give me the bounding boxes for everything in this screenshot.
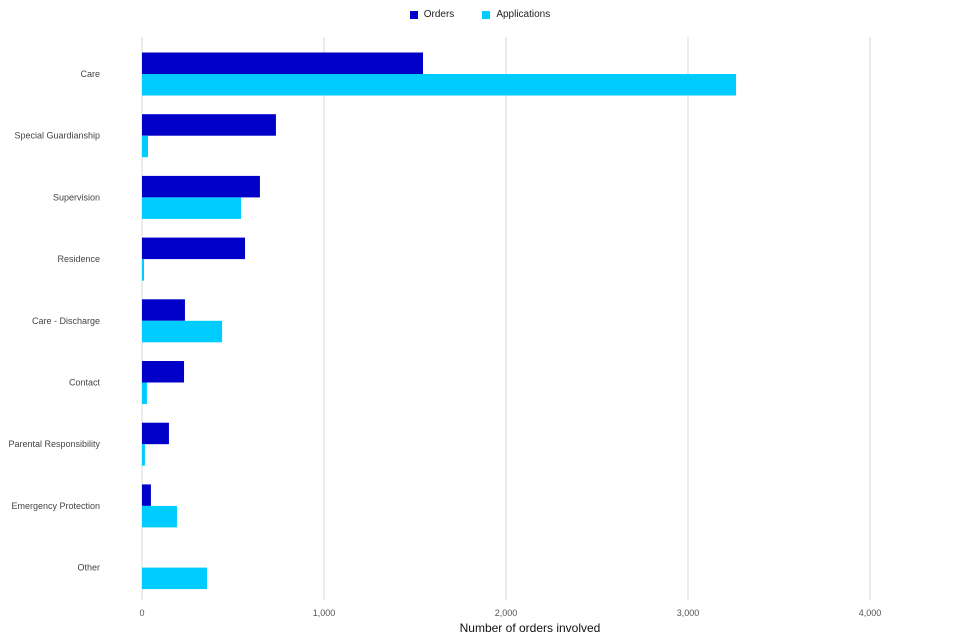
y-category-label: Contact [69, 378, 101, 388]
legend-item-orders[interactable]: Orders [409, 9, 455, 20]
legend-item-applications[interactable]: Applications [482, 9, 550, 20]
y-category-label: Parental Responsibility [8, 439, 100, 449]
bar-orders [142, 175, 260, 198]
bar-orders [142, 422, 169, 445]
bar-orders [142, 52, 424, 74]
chart-legend: Orders Applications [0, 9, 960, 20]
bar-applications [142, 259, 145, 281]
bar-applications [142, 320, 223, 343]
bar-applications [142, 74, 737, 96]
x-tick-label: 1,000 [313, 608, 336, 618]
y-category-label: Emergency Protection [11, 501, 100, 511]
bar-orders [142, 114, 276, 136]
bar-applications [142, 197, 242, 219]
x-tick-label: 3,000 [677, 608, 700, 618]
bar-orders [142, 361, 185, 383]
y-category-label: Residence [57, 254, 100, 264]
legend-label-applications: Applications [496, 9, 551, 20]
bar-orders [142, 237, 246, 260]
bar-applications [142, 444, 145, 466]
x-tick-label: 4,000 [859, 608, 882, 618]
bar-orders [142, 299, 185, 321]
legend-swatch-orders [409, 10, 418, 19]
y-category-label: Special Guardianship [14, 131, 100, 141]
x-tick-label: 0 [139, 608, 144, 618]
y-category-label: Supervision [53, 192, 100, 202]
legend-label-orders: Orders [423, 9, 455, 20]
bar-applications [142, 567, 207, 590]
y-category-label: Care - Discharge [32, 316, 100, 326]
bar-applications [142, 382, 147, 404]
x-axis-title: Number of orders involved [460, 621, 601, 635]
bar-orders [142, 484, 151, 506]
bar-applications [142, 505, 177, 528]
y-category-label: Care [80, 69, 100, 79]
x-tick-label: 2,000 [495, 608, 518, 618]
bar-applications [142, 135, 149, 158]
y-category-label: Other [77, 563, 100, 573]
legend-swatch-applications [482, 10, 491, 19]
